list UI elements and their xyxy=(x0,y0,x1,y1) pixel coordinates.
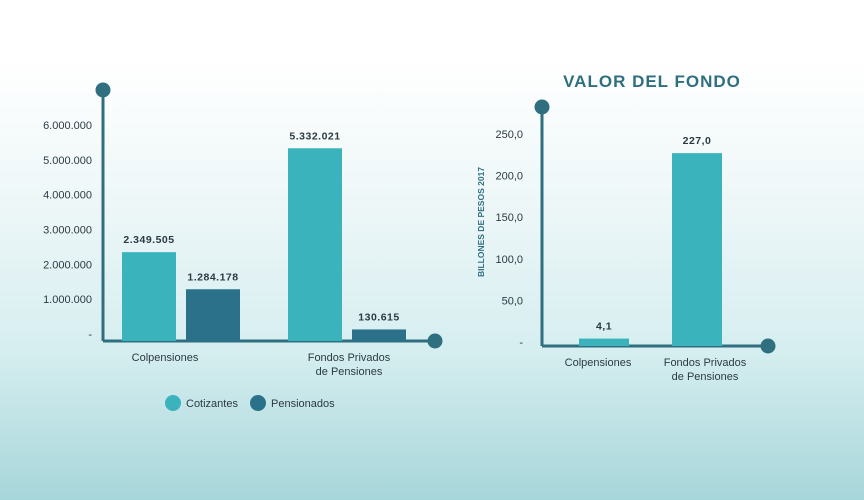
data-label: 130.615 xyxy=(358,311,399,323)
y-tick-label: 200,0 xyxy=(495,171,523,183)
afiliados-chart: - 1.000.000 2.000.000 3.000.000 4.000.000 5.0… xyxy=(43,82,443,411)
x-tick-label: Colpensiones xyxy=(132,352,199,364)
x-tick-label: Fondos Privados xyxy=(664,357,747,369)
y-tick-label: 6.000.000 xyxy=(43,120,92,132)
bar-valor-fondo xyxy=(579,338,629,346)
data-label: 5.332.021 xyxy=(289,130,340,142)
y-tick-label: 4.000.000 xyxy=(43,190,92,202)
bar-valor-fondo xyxy=(672,153,722,346)
legend-swatch-pensionados xyxy=(250,395,266,411)
x-tick-label: Colpensiones xyxy=(565,357,632,369)
data-label: 4,1 xyxy=(596,321,612,333)
bar-cotizantes xyxy=(288,148,342,341)
y-tick-label: 50,0 xyxy=(502,295,523,307)
legend-swatch-cotizantes xyxy=(165,395,181,411)
data-label: 2.349.505 xyxy=(123,234,174,246)
y-tick-label: 100,0 xyxy=(495,254,523,266)
y-tick-label: 250,0 xyxy=(495,129,523,141)
y-tick-label: 3.000.000 xyxy=(43,225,92,237)
y-axis-label: BILLONES DE PESOS 2017 xyxy=(476,167,486,277)
chart-title: VALOR DEL FONDO xyxy=(563,72,741,91)
data-label: 1.284.178 xyxy=(187,271,238,283)
y-axis-end-dot xyxy=(534,99,550,115)
x-tick-label: de Pensiones xyxy=(672,371,739,383)
data-label: 227,0 xyxy=(683,135,712,147)
legend-label: Cotizantes xyxy=(186,398,238,410)
y-tick-label: - xyxy=(519,337,523,349)
y-tick-label: 2.000.000 xyxy=(43,259,92,271)
x-axis-end-dot xyxy=(760,338,776,354)
bar-cotizantes xyxy=(122,252,176,341)
valor-del-fondo-chart: VALOR DEL FONDO BILLONES DE PESOS 2017 -… xyxy=(476,72,776,383)
y-tick-label: 1.000.000 xyxy=(43,294,92,306)
bar-pensionados xyxy=(352,329,406,341)
legend-label: Pensionados xyxy=(271,398,335,410)
y-axis-end-dot xyxy=(95,82,111,98)
x-axis-end-dot xyxy=(427,333,443,349)
y-tick-label: 150,0 xyxy=(495,212,523,224)
x-tick-label: de Pensiones xyxy=(316,366,383,378)
x-tick-label: Fondos Privados xyxy=(308,352,391,364)
bar-pensionados xyxy=(186,289,240,341)
y-tick-label: 5.000.000 xyxy=(43,155,92,167)
y-tick-label: - xyxy=(88,329,92,341)
